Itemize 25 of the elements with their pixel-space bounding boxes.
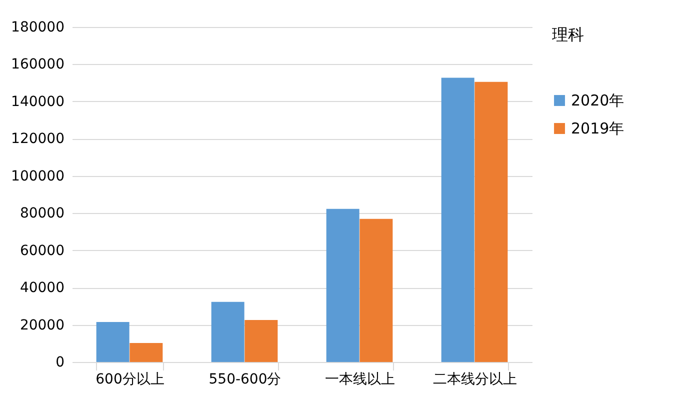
bar	[326, 208, 360, 362]
bar	[130, 343, 163, 362]
y-tick-label: 60000	[20, 242, 64, 259]
y-tick-label: 160000	[11, 56, 64, 73]
y-tick-label: 140000	[11, 94, 64, 110]
x-tick-label: 一本线以上	[325, 372, 395, 388]
y-tick-label: 120000	[11, 131, 64, 148]
y-tick-label: 80000	[20, 206, 64, 222]
y-tick-label: 40000	[20, 280, 64, 296]
y-tick-label: 100000	[11, 168, 64, 184]
legend-title: 理科	[552, 25, 584, 44]
x-tick-label: 600分以上	[96, 372, 164, 388]
bar	[211, 302, 244, 362]
legend-label: 2020年	[571, 92, 624, 110]
y-tick-label: 0	[56, 354, 64, 370]
bar	[474, 82, 508, 362]
y-tick-label: 180000	[11, 20, 64, 36]
x-tick-label: 550-600分	[208, 372, 282, 388]
bar	[244, 320, 278, 362]
y-tick-label: 20000	[20, 317, 64, 334]
x-tick-label: 二本线分以上	[433, 372, 517, 388]
legend-label: 2019年	[571, 120, 624, 138]
bar	[360, 218, 393, 362]
bar	[441, 78, 474, 362]
bar	[96, 322, 130, 362]
